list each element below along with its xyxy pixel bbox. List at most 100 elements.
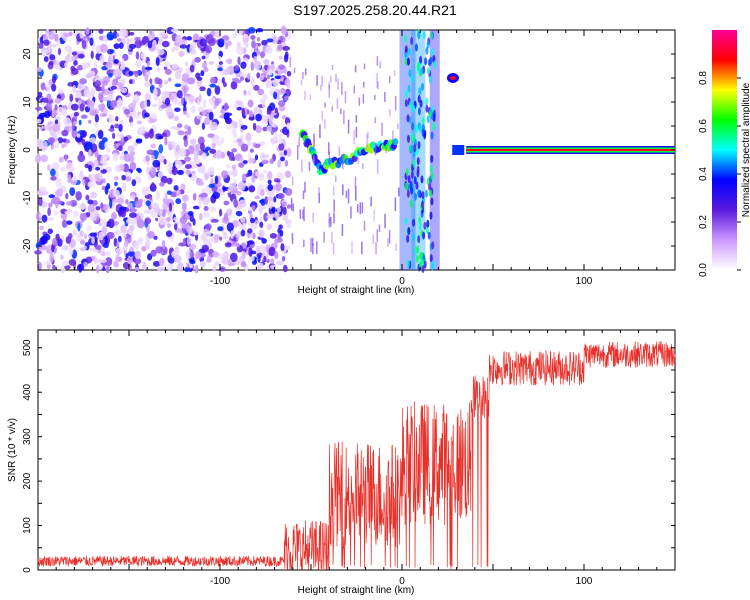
spectrogram-cell	[284, 187, 293, 196]
spectrogram-cell	[187, 95, 195, 103]
spectrogram-cell	[126, 38, 130, 49]
spectrogram-cell	[71, 51, 78, 56]
spectrogram-cell	[236, 45, 244, 55]
spectrogram-cell	[428, 109, 432, 118]
spectrogram-cell	[79, 230, 84, 237]
spectrogram-cell	[422, 31, 426, 40]
spectrogram-cell	[416, 62, 420, 71]
spectrogram-cell	[180, 210, 186, 215]
spectrogram-cell	[87, 199, 94, 205]
spectrogram-cell	[410, 132, 414, 141]
spectrogram-x-tick-label: -100	[210, 276, 230, 287]
spectrogram-cell	[150, 143, 156, 149]
spectrogram-cell	[180, 96, 185, 105]
spectrogram-cell	[203, 117, 211, 126]
spectrogram-cell	[121, 57, 125, 67]
spectrogram-cell	[90, 50, 94, 59]
spectrogram-cell	[248, 247, 253, 257]
spectrogram-y-tick-label: 10	[22, 96, 33, 108]
spectrogram-cell	[332, 186, 335, 196]
spectrogram-cell	[406, 134, 410, 143]
spectrogram-cell	[77, 153, 86, 163]
spectrogram-cell	[42, 233, 51, 241]
spectrogram-cell	[240, 125, 248, 130]
spectrogram-cell	[429, 30, 440, 270]
spectrogram-cell	[113, 221, 119, 226]
spectrogram-cell	[161, 239, 166, 250]
spectrogram-cell	[273, 196, 277, 203]
spectrogram-cell	[212, 191, 221, 199]
spectrogram-cell	[410, 186, 414, 195]
spectrogram-cell	[302, 209, 304, 220]
spectrogram-cell	[234, 28, 238, 36]
spectrogram-cell	[246, 140, 252, 147]
spectrogram-cell	[404, 51, 408, 60]
spectrogram-cell	[319, 124, 321, 139]
spectrogram-cell	[231, 148, 238, 153]
spectrogram-cell	[249, 148, 254, 153]
spectrogram-cell	[96, 264, 100, 274]
spectrogram-cell	[430, 172, 434, 181]
spectrogram-cell	[243, 89, 247, 96]
colorbar-tick-label: 0.6	[698, 119, 709, 133]
spectrogram-cell	[114, 181, 118, 187]
spectrogram-cell	[54, 97, 61, 104]
spectrogram-cell	[252, 204, 256, 210]
spectrogram-cell	[177, 262, 184, 272]
spectrogram-cell	[245, 132, 252, 142]
spectrogram-cell	[128, 43, 137, 49]
spectrogram-cell	[313, 133, 315, 148]
spectrogram-cell	[278, 55, 283, 60]
spectrogram-cell	[157, 135, 164, 140]
spectrogram-cell	[405, 168, 409, 177]
spectrogram-cell	[234, 100, 243, 105]
spectrogram-cell	[199, 260, 206, 267]
spectrogram-cell	[166, 208, 171, 216]
spectrogram-cell	[77, 222, 81, 232]
spectrogram-cell	[281, 255, 286, 262]
spectrogram-cell	[119, 84, 123, 91]
spectrogram-cell	[409, 100, 413, 109]
spectrogram-cell	[417, 141, 421, 150]
spectrogram-cell	[49, 43, 58, 48]
spectrogram-cell	[134, 36, 141, 41]
spectrogram-cell	[83, 245, 87, 250]
spectrogram-cell	[355, 114, 358, 123]
spectrogram-cell	[167, 223, 171, 229]
spectrogram-cell	[166, 190, 173, 195]
spectrogram-cell	[268, 246, 276, 257]
spectrogram-cell	[235, 242, 240, 248]
spectrogram-cell	[119, 164, 125, 171]
spectrogram-cell	[203, 66, 209, 73]
spectrogram-cell	[355, 186, 357, 201]
spectrogram-cell	[393, 70, 396, 76]
spectrogram-cell	[177, 130, 185, 136]
spectrogram-cell	[266, 125, 272, 132]
spectrogram-cell	[91, 237, 95, 244]
spectrogram-cell	[227, 258, 232, 267]
spectrogram-cell	[309, 94, 311, 101]
spectrogram-cell	[420, 175, 424, 184]
spectrogram-cell	[186, 113, 191, 119]
spectrogram-cell	[93, 159, 99, 167]
spectrogram-cell	[113, 59, 119, 64]
spectrogram-cell	[308, 161, 311, 171]
spectrogram-cell	[312, 212, 314, 223]
spectrogram-cell	[102, 266, 106, 271]
spectrogram-cell	[280, 25, 287, 35]
spectrogram-cell	[302, 72, 304, 80]
spectrogram-cell	[410, 36, 414, 45]
spectrogram-cell	[418, 216, 422, 225]
spectrogram-cell	[357, 156, 359, 164]
spectrogram-cell	[173, 223, 178, 231]
spectrogram-cell	[255, 171, 259, 177]
spectrogram-cell	[312, 243, 314, 255]
spectrogram-cell	[207, 166, 215, 176]
spectrogram-cell	[312, 155, 315, 164]
spectrogram-cell	[388, 229, 391, 244]
spectrogram-cell	[64, 210, 72, 215]
spectrogram-cell	[251, 40, 256, 49]
spectrogram-cell	[129, 31, 135, 36]
spectrogram-cell	[68, 166, 76, 172]
